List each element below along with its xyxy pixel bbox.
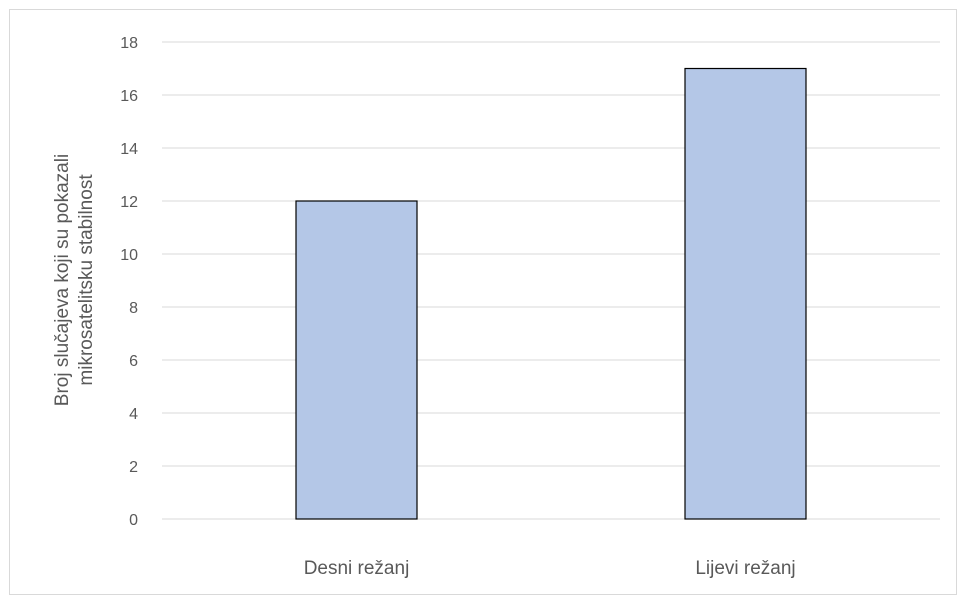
y-axis-title-line-2: mikrosatelitsku stabilnost (76, 174, 97, 386)
bar-1 (684, 67, 807, 520)
y-tick-label: 10 (120, 247, 138, 264)
y-tick-label: 12 (120, 194, 138, 211)
y-tick-label: 18 (120, 35, 138, 52)
y-tick-label: 14 (120, 141, 138, 158)
gridlines (162, 41, 940, 520)
y-tick-label: 8 (129, 300, 138, 317)
y-tick-label: 2 (129, 459, 138, 476)
bar-0 (295, 200, 418, 520)
y-tick-label: 0 (129, 512, 138, 529)
bars (295, 67, 807, 520)
x-tick-labels: Desni režanj Lijevi režanj (304, 558, 796, 579)
y-tick-label: 4 (129, 406, 138, 423)
y-tick-label: 6 (129, 353, 138, 370)
x-tick-label: Lijevi režanj (695, 558, 795, 579)
y-tick-label: 16 (120, 88, 138, 105)
x-tick-label: Desni režanj (304, 558, 410, 579)
y-axis-title: Broj slučajeva koji su pokazali mikrosat… (52, 154, 97, 406)
y-axis-title-line-1: Broj slučajeva koji su pokazali (52, 154, 73, 406)
y-tick-labels: 0 2 4 6 8 10 12 14 16 18 (120, 35, 138, 529)
